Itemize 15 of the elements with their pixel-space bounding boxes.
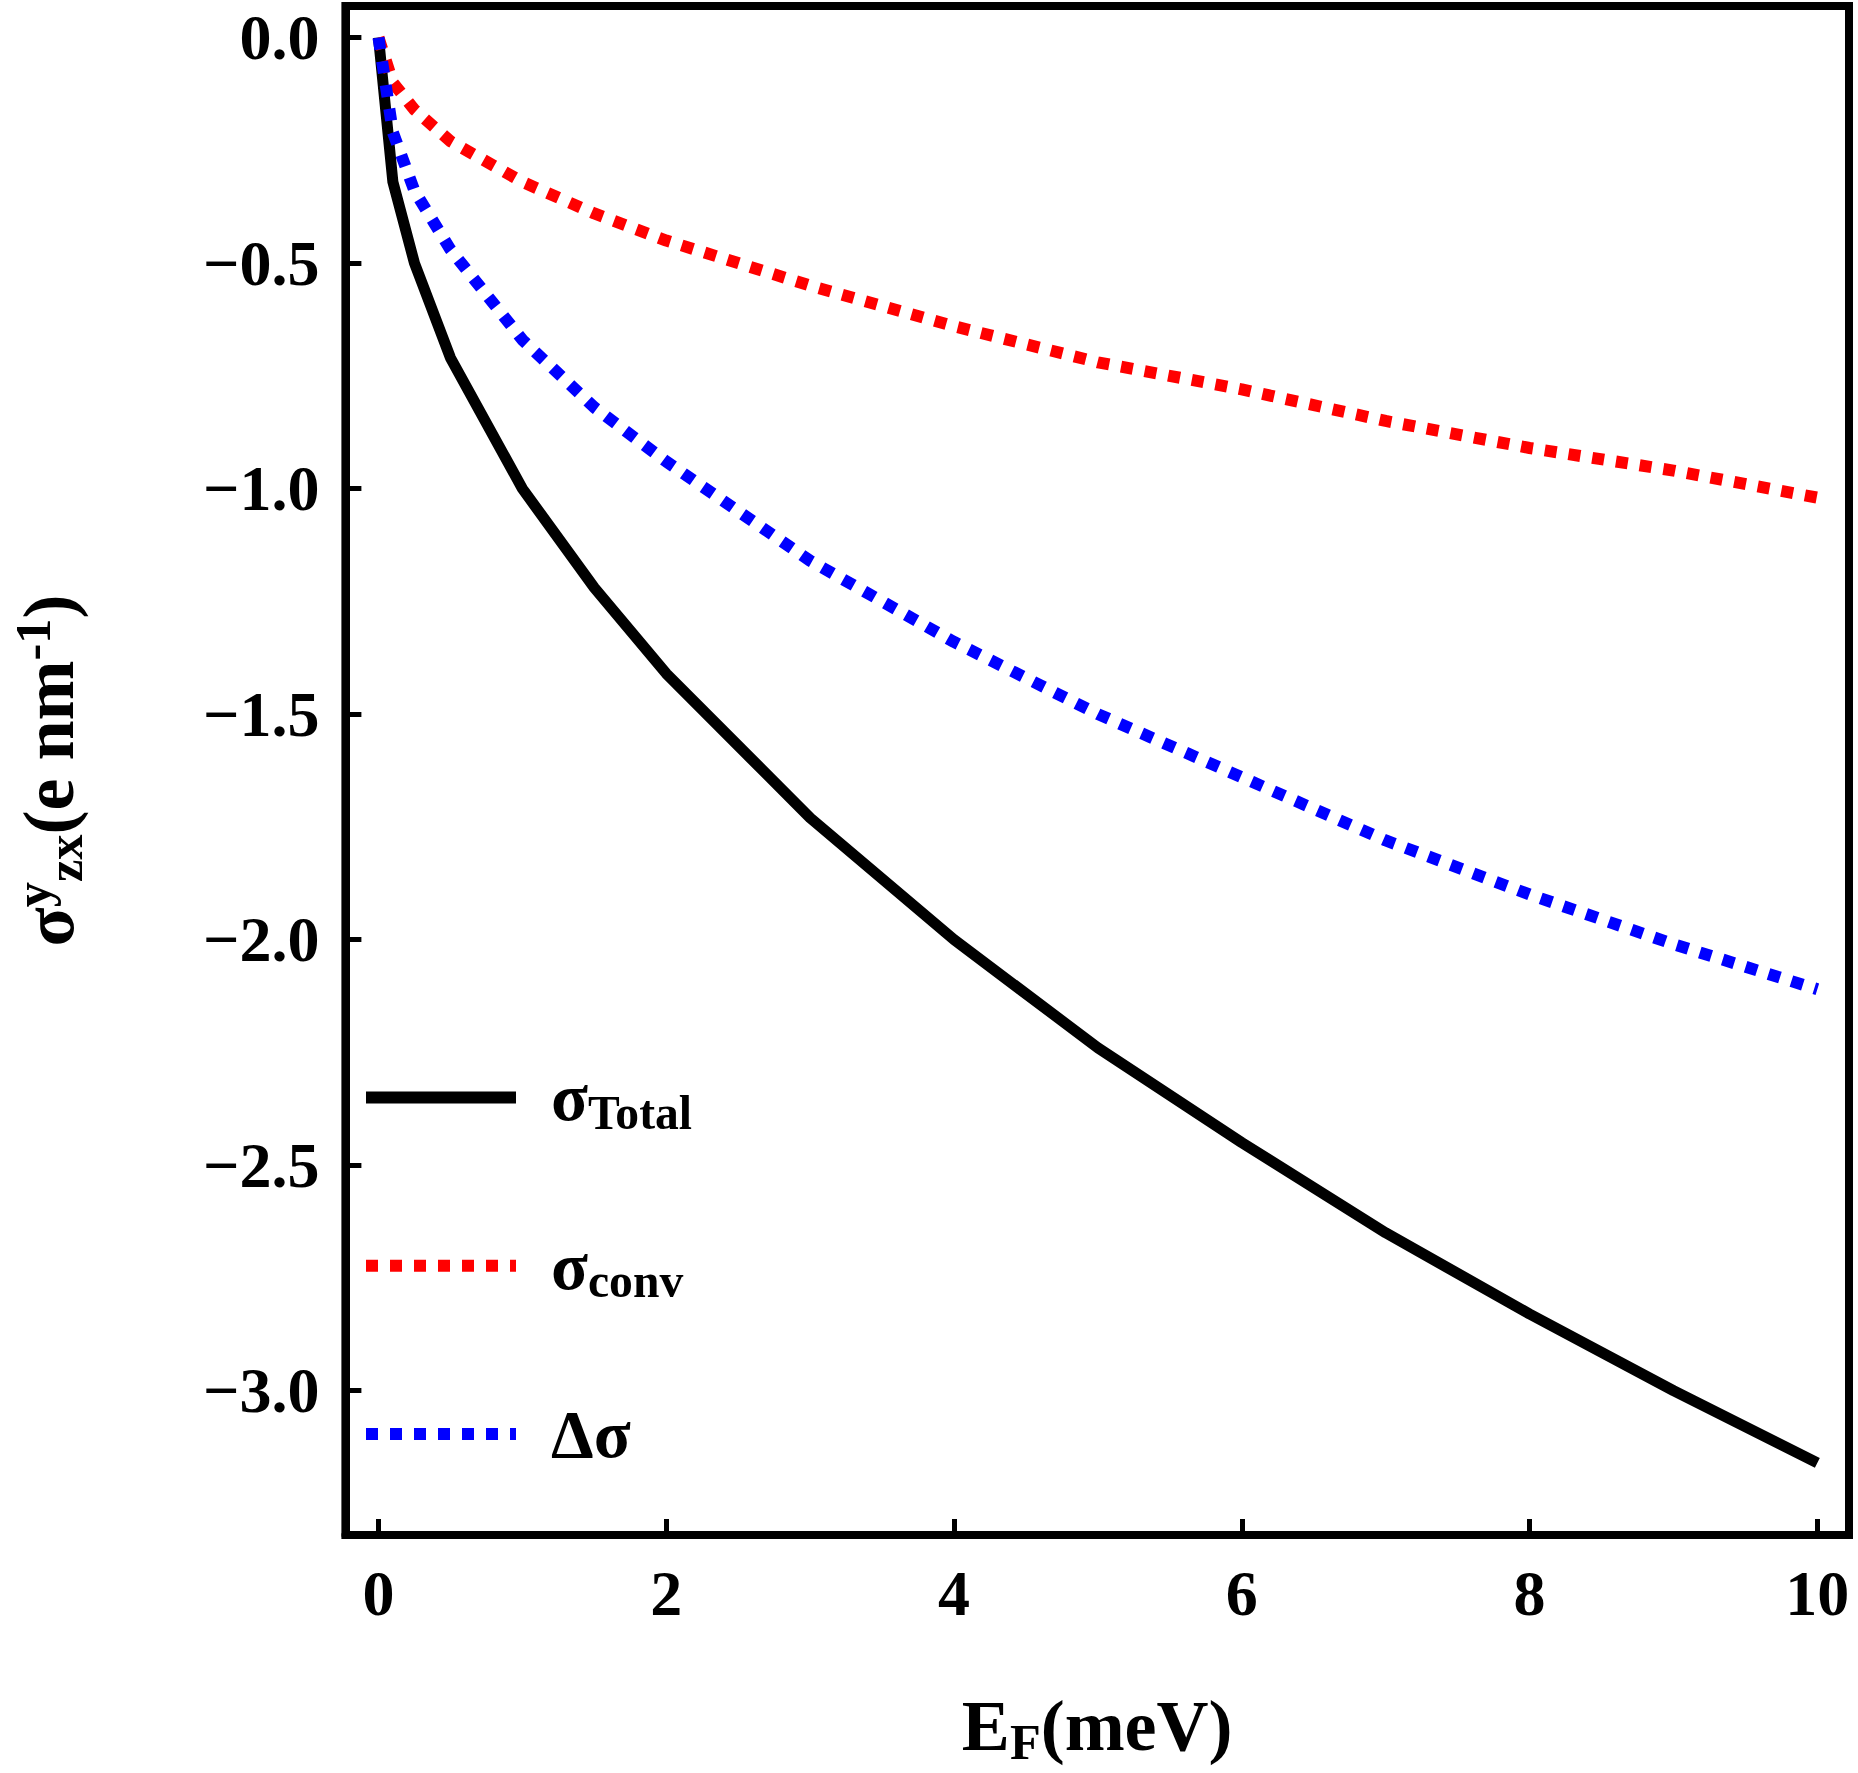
- x-tick-label: 4: [938, 1557, 971, 1629]
- x-tick-label: 6: [1225, 1557, 1258, 1629]
- legend-label: Δσ: [551, 1396, 631, 1472]
- y-tick-label: −2.5: [202, 1129, 320, 1201]
- x-tick-label: 2: [650, 1557, 683, 1629]
- y-axis-title: σyzx(e nm-1): [5, 594, 94, 947]
- y-tick-label: −1.5: [202, 678, 320, 750]
- y-tick-label: −1.0: [202, 453, 320, 525]
- y-tick-label: −2.0: [202, 904, 320, 976]
- x-tick-label: 10: [1785, 1557, 1850, 1629]
- x-tick-label: 8: [1513, 1557, 1546, 1629]
- x-tick-label: 0: [362, 1557, 395, 1629]
- y-tick-label: −3.0: [202, 1355, 320, 1427]
- y-tick-label: 0.0: [239, 2, 320, 74]
- y-tick-label: −0.5: [202, 227, 320, 299]
